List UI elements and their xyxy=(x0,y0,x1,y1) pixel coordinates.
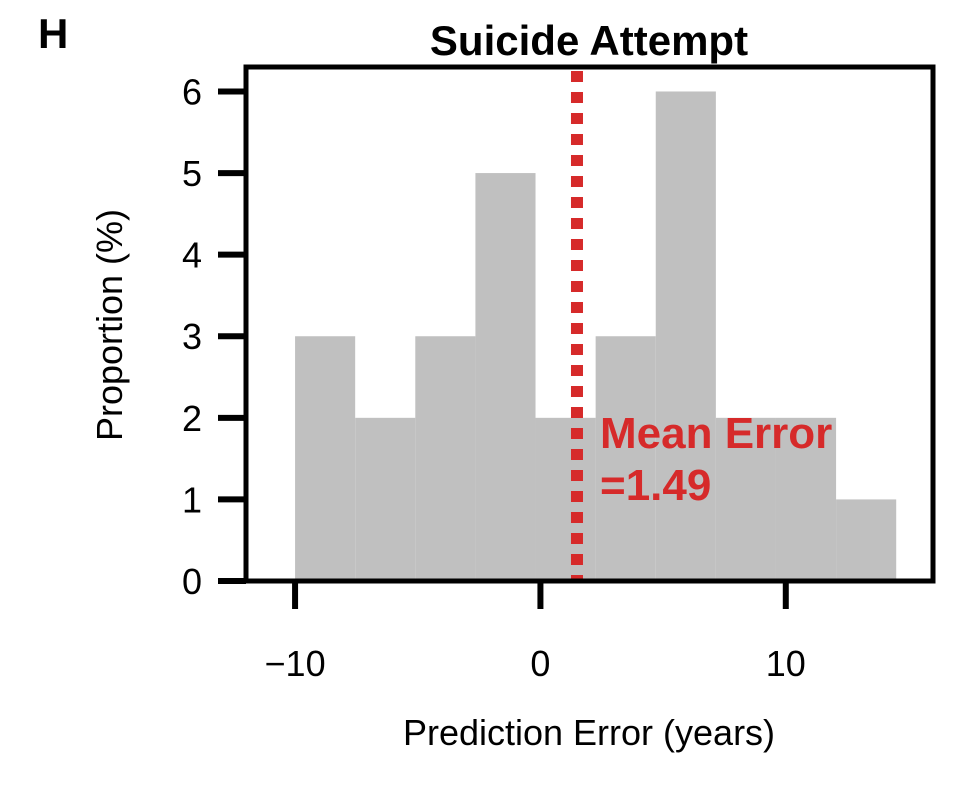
histogram-bar-7 xyxy=(715,417,776,581)
y-axis-label: Proportion (%) xyxy=(89,209,130,441)
y-tick-label-6: 6 xyxy=(182,71,202,112)
histogram-bar-5 xyxy=(595,336,656,581)
y-tick-label-1: 1 xyxy=(182,479,202,520)
histogram-bar-1 xyxy=(355,417,416,581)
x-tick-label-0: −10 xyxy=(265,643,326,684)
histogram-bar-6 xyxy=(655,91,716,581)
x-tick-label-1: 0 xyxy=(530,643,550,684)
x-axis-label: Prediction Error (years) xyxy=(403,712,775,753)
chart-title: Suicide Attempt xyxy=(430,17,748,64)
histogram-bars xyxy=(295,91,897,582)
panel-letter: H xyxy=(38,10,69,57)
histogram-bar-2 xyxy=(415,336,476,581)
y-tick-label-4: 4 xyxy=(182,235,202,276)
y-tick-label-3: 3 xyxy=(182,316,202,357)
y-tick-label-5: 5 xyxy=(182,153,202,194)
histogram-bar-4 xyxy=(535,417,596,581)
histogram-bar-3 xyxy=(475,173,536,582)
y-tick-label-2: 2 xyxy=(182,398,202,439)
mean-error-label: Mean Error xyxy=(600,409,832,458)
histogram-bar-0 xyxy=(295,336,356,581)
x-tick-label-2: 10 xyxy=(766,643,806,684)
histogram-bar-8 xyxy=(775,417,837,581)
mean-error-value: =1.49 xyxy=(600,461,711,510)
y-axis: 0 1 2 3 4 5 6 xyxy=(182,71,246,602)
y-tick-label-0: 0 xyxy=(182,561,202,602)
histogram-bar-9 xyxy=(836,499,897,581)
plot-frame xyxy=(243,64,936,584)
x-axis: −10 0 10 xyxy=(265,581,806,684)
